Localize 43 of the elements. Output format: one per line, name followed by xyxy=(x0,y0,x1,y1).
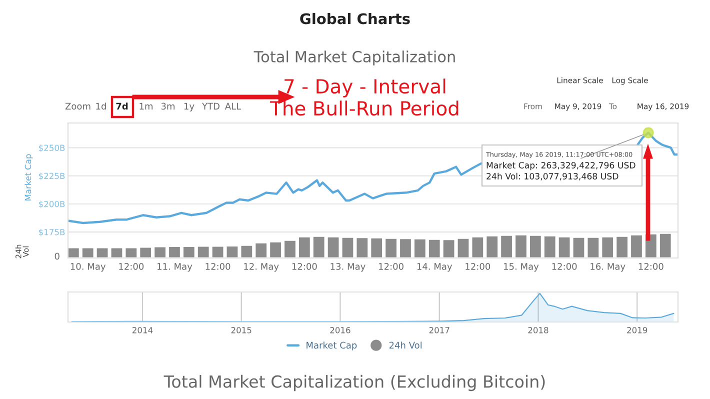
x-tick-label: 12:00 xyxy=(292,263,317,270)
x-tick-label: 11. May xyxy=(158,263,192,272)
y-tick-label: $200B xyxy=(38,200,65,208)
x-tick-label: 2014 xyxy=(132,327,153,334)
x-tick-label: 16. May xyxy=(590,263,626,272)
x-tick-label: 10. May xyxy=(70,263,106,272)
annotation: Market Cap: 263,329,422,796 USD xyxy=(486,162,636,170)
x-tick-label: 12:00 xyxy=(379,263,404,270)
x-tick-label: 12:00 xyxy=(206,263,230,270)
y-tick-label: $225B xyxy=(38,172,65,180)
legend-label: 24h Vol xyxy=(389,342,422,349)
chart-subtitle: Total Market Capitalization xyxy=(254,50,455,66)
text: Zoom xyxy=(65,102,90,110)
x-tick-label: 15. May xyxy=(504,263,539,272)
chart-title: Global Charts xyxy=(300,12,410,24)
x-tick-label: 12:00 xyxy=(552,263,577,270)
y-tick-label: $250B xyxy=(38,144,65,152)
annotation: 24h Vol: 103,077,913,468 USD xyxy=(486,172,618,180)
legend-label: Market Cap xyxy=(306,342,357,350)
x-tick-label: 2015 xyxy=(231,327,252,334)
text: 1m xyxy=(140,102,153,110)
x-tick-label: 13. May xyxy=(330,263,366,272)
text: The Bull-Run Period xyxy=(270,100,458,116)
x-tick-label: 2017 xyxy=(429,327,450,334)
text: Total Market Capitalization (Excluding Bitcoin) xyxy=(164,374,545,392)
text: 0 xyxy=(54,252,60,260)
text: 1y xyxy=(184,102,194,112)
x-tick-label: 2019 xyxy=(627,327,648,334)
text: ALL xyxy=(224,102,242,110)
x-tick-label: 2016 xyxy=(330,327,350,334)
x-tick-label: 12:00 xyxy=(638,263,664,270)
x-tick-label: 14. May xyxy=(417,263,452,272)
y-axis-title: Market Cap xyxy=(24,154,33,200)
y-tick-label: $175B xyxy=(38,228,65,236)
text: 3m xyxy=(161,102,175,110)
text: 7d xyxy=(116,102,128,110)
text: 7 - Day - Interval xyxy=(284,78,446,98)
x-tick-label: 12. May xyxy=(244,263,279,272)
x-tick-label: 12:00 xyxy=(119,263,144,270)
x-tick-label: 2018 xyxy=(528,327,548,334)
text: 1d xyxy=(96,102,106,110)
x-tick-label: 12:00 xyxy=(466,263,490,270)
text: YTD xyxy=(202,102,220,110)
